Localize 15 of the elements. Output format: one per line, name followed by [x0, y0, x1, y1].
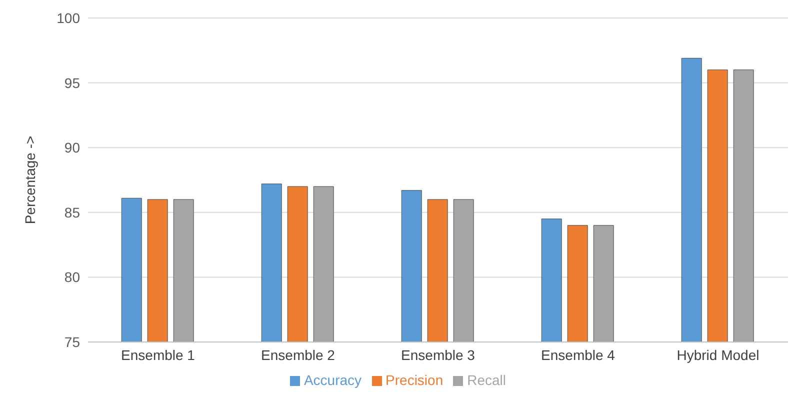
x-tick-label: Ensemble 3 [401, 346, 476, 363]
legend-label: Precision [386, 372, 444, 388]
x-tick-label: Ensemble 1 [121, 346, 196, 363]
y-tick-label: 95 [64, 74, 80, 91]
x-tick-label: Ensemble 4 [541, 346, 616, 363]
y-tick-label: 100 [56, 10, 80, 26]
y-tick-label: 85 [64, 204, 80, 220]
x-tick-label: Hybrid Model [676, 346, 760, 363]
y-tick-label: 75 [64, 334, 80, 350]
x-tick-label: Ensemble 2 [261, 346, 336, 363]
legend-label: Recall [467, 372, 506, 388]
y-tick-label: 90 [64, 140, 80, 156]
y-tick-label: 80 [64, 269, 80, 286]
y-axis-title: Percentage -> [22, 136, 38, 224]
legend-label: Accuracy [304, 372, 362, 388]
